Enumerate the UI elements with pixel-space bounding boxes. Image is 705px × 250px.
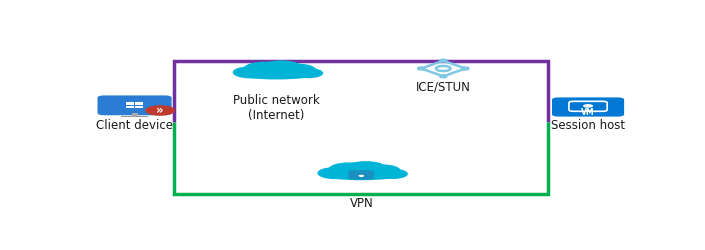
Text: Client device: Client device xyxy=(96,119,173,132)
Bar xyxy=(132,113,137,116)
FancyArrow shape xyxy=(364,178,367,180)
Bar xyxy=(135,106,143,108)
Circle shape xyxy=(440,60,446,62)
Circle shape xyxy=(418,67,424,70)
Ellipse shape xyxy=(323,171,400,180)
Text: ICE/STUN: ICE/STUN xyxy=(416,80,471,94)
FancyBboxPatch shape xyxy=(97,96,171,115)
Bar xyxy=(126,106,134,108)
Text: »: » xyxy=(157,104,164,117)
Text: Public network
(Internet): Public network (Internet) xyxy=(233,94,320,122)
Circle shape xyxy=(243,62,285,76)
Circle shape xyxy=(280,64,316,76)
Text: VM: VM xyxy=(581,108,595,117)
Circle shape xyxy=(328,162,369,177)
Circle shape xyxy=(379,169,408,179)
Circle shape xyxy=(145,105,175,116)
Text: VPN: VPN xyxy=(350,197,373,210)
Circle shape xyxy=(295,68,323,78)
Ellipse shape xyxy=(238,70,314,80)
Circle shape xyxy=(233,66,266,78)
Circle shape xyxy=(344,161,387,176)
Circle shape xyxy=(365,164,400,177)
Circle shape xyxy=(583,104,593,108)
Bar xyxy=(121,116,148,117)
Circle shape xyxy=(462,67,469,70)
Bar xyxy=(585,110,591,112)
FancyBboxPatch shape xyxy=(552,98,624,116)
Bar xyxy=(360,176,363,177)
FancyBboxPatch shape xyxy=(348,170,374,179)
Bar xyxy=(126,102,134,105)
Circle shape xyxy=(440,75,446,78)
FancyArrow shape xyxy=(355,178,358,180)
Circle shape xyxy=(259,60,302,76)
Text: Session host: Session host xyxy=(551,119,625,132)
Circle shape xyxy=(317,167,352,179)
Circle shape xyxy=(358,175,364,177)
Bar xyxy=(135,102,143,105)
